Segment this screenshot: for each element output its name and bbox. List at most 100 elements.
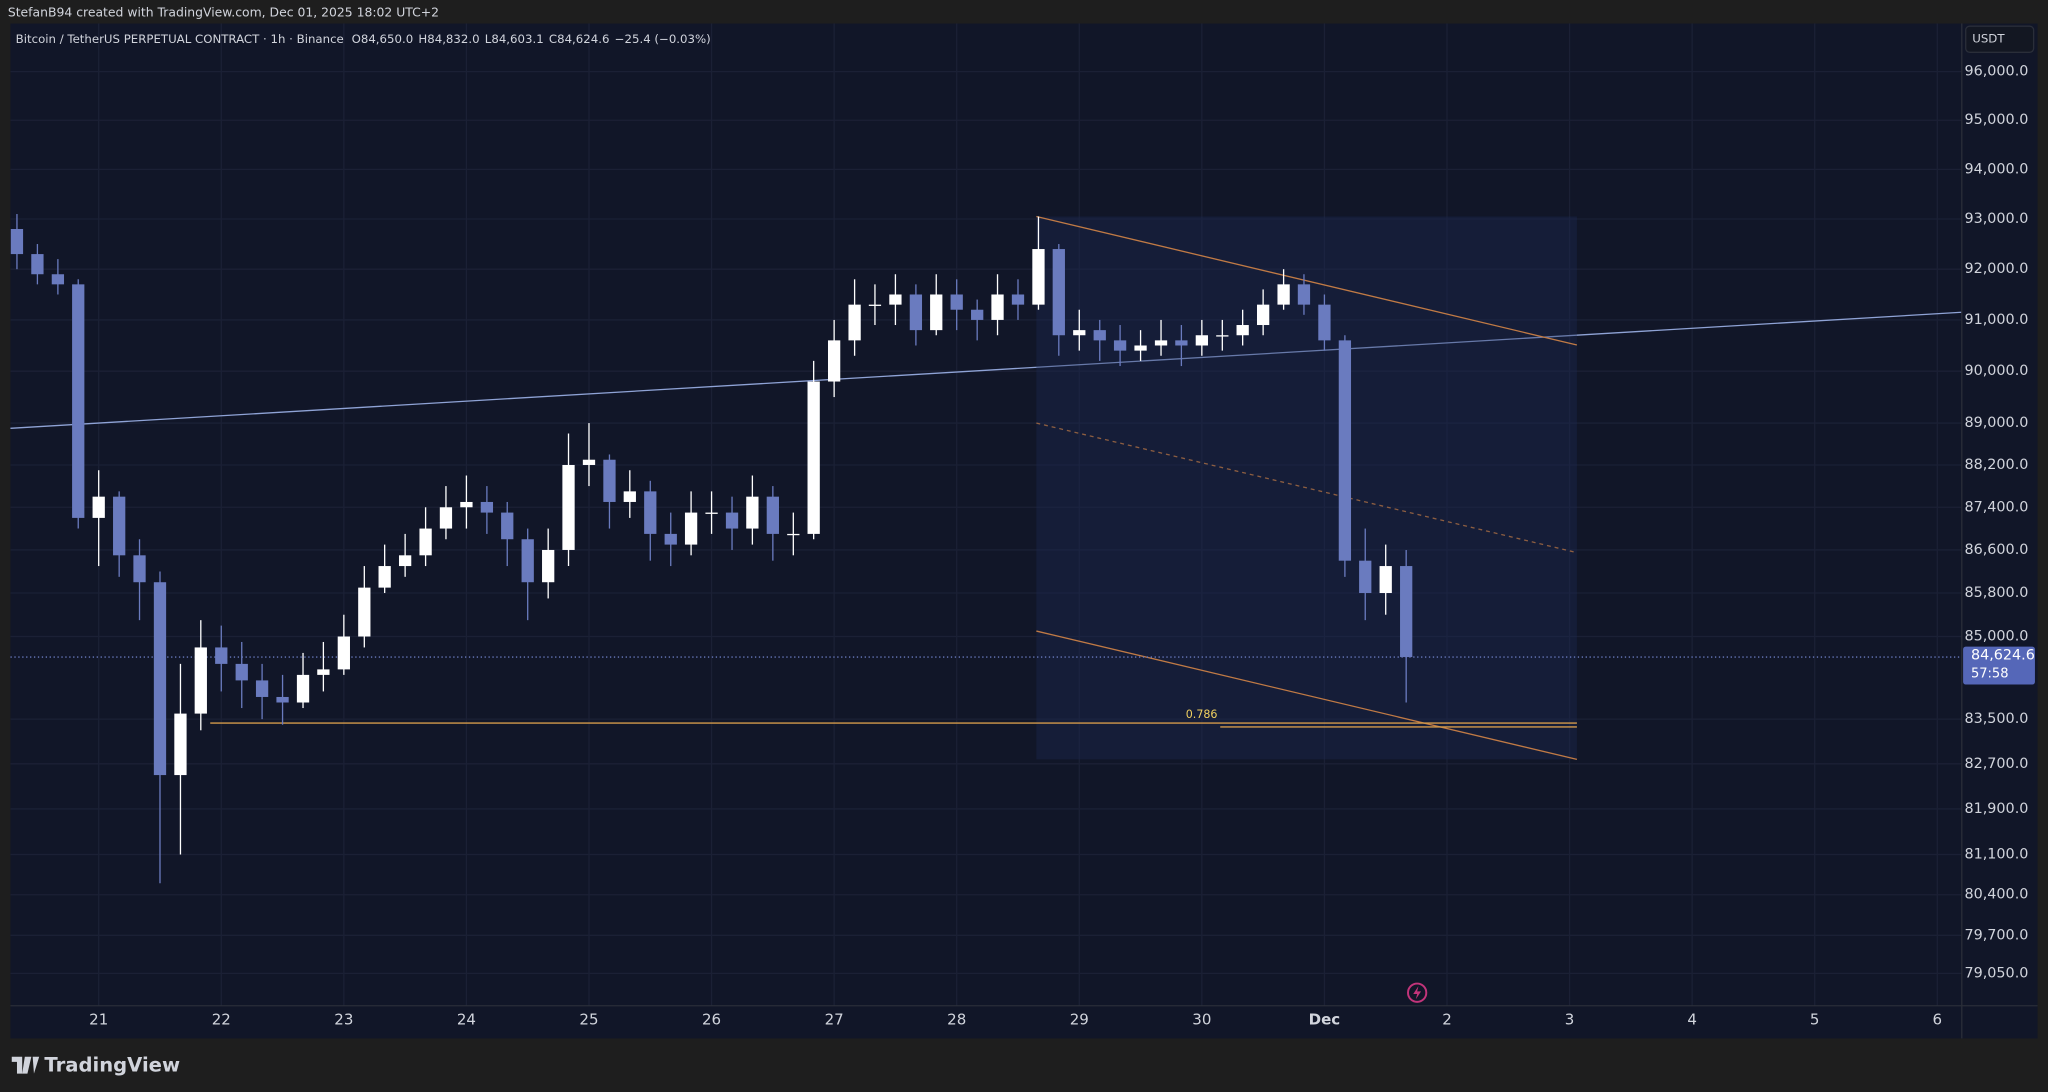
candle-body [1011,294,1025,305]
candle-body [889,294,902,305]
y-tick-label: 88,200.0 [1964,457,2028,473]
candle-body [235,663,248,681]
candle-body [1134,345,1147,351]
candle-body [31,254,44,275]
candle-body [603,459,616,502]
brand-name: TradingView [44,1053,180,1076]
symbol-legend: Bitcoin / TetherUS PERPETUAL CONTRACT · … [16,32,711,46]
candle-body [950,294,963,310]
x-tick-label: 30 [1192,1011,1211,1029]
candle-body [398,555,412,567]
header: StefanB94 created with TradingView.com, … [8,5,439,20]
candle-body [684,512,698,545]
y-tick-label: 96,000.0 [1964,64,2028,80]
y-tick-label: 91,000.0 [1964,312,2028,328]
symbol-title: Bitcoin / TetherUS PERPETUAL CONTRACT · … [16,32,344,46]
plot-area [10,23,2038,1039]
quote-close: C84,624.6 [549,32,610,46]
currency-box[interactable] [1965,25,2035,53]
candle-body [971,309,984,320]
candle-body [337,636,350,670]
x-tick-label: 24 [457,1011,476,1029]
candle-body [1359,560,1372,594]
candle-body [194,647,207,714]
candle-body [174,713,187,776]
y-tick-label: 80,400.0 [1964,887,2028,903]
candle-body [1379,566,1392,594]
candle-body [1236,325,1249,336]
countdown: 57:58 [1971,667,2009,682]
candle-body [358,587,371,637]
candle-body [1216,335,1229,337]
candle-body [807,381,820,534]
candle-body [1093,330,1106,341]
candle-body [542,549,555,583]
candle-body [480,501,494,513]
candle-body [133,555,146,583]
x-tick-label: 26 [702,1011,721,1029]
x-tick-label: 4 [1687,1011,1697,1029]
quote-open: O84,650.0 [352,32,414,46]
candle-body [1073,330,1086,336]
candle-body [766,496,779,534]
channel-lower [1036,630,1578,760]
y-tick-label: 95,000.0 [1964,112,2028,128]
y-tick-label: 94,000.0 [1964,161,2028,177]
y-tick-label: 85,000.0 [1964,629,2028,645]
candle-body [562,464,575,550]
candle-body [644,491,657,534]
quote-high: H84,832.0 [418,32,479,46]
x-tick-label: 27 [825,1011,844,1029]
candle-body [113,496,126,556]
candle-body [419,528,432,556]
fib-label: 0.786 [1186,708,1218,721]
candle-body [215,647,228,664]
candle-body [787,533,800,536]
x-tick-label: 29 [1070,1011,1089,1029]
candle-body [827,340,841,382]
candle-body [848,304,861,341]
candle-body [1113,340,1127,351]
candle-body [746,496,759,529]
y-tick-label: 85,800.0 [1964,585,2028,601]
y-tick-label: 87,400.0 [1964,499,2028,515]
x-tick-label: 6 [1933,1011,1943,1029]
candle-body [1256,304,1270,326]
candle-body [623,491,636,502]
x-tick-label: Dec [1309,1011,1341,1029]
candle-body [930,294,943,331]
alert-bolt [1413,986,1422,1000]
y-tick-label: 89,000.0 [1964,415,2028,431]
candle-body [664,533,677,545]
candle-body [10,229,24,255]
candle-body [72,284,85,518]
candle-body [296,674,310,703]
candle-body [1195,335,1208,346]
candle-body [378,566,391,588]
quote-change: −25.4 (−0.03%) [615,32,711,46]
candle-body [153,582,167,776]
candle-body [317,669,330,675]
alert-icon[interactable] [1407,982,1428,1003]
candle-body [1052,249,1065,336]
candle-body [460,501,473,508]
last-price-badge [1963,646,2035,685]
x-tick-label: 28 [947,1011,966,1029]
x-tick-label: 3 [1565,1011,1575,1029]
candle-body [582,459,596,465]
axes: 96,000.0 95,000.0 94,000.0 93,000.0 92,000.0… [10,23,2038,1039]
x-tick-label: 2 [1442,1011,1452,1029]
y-tick-label: 79,050.0 [1964,965,2028,981]
x-tick-label: 5 [1810,1011,1820,1029]
candle-body [1318,304,1331,341]
drawings: 0.786 [10,215,1962,760]
candle-body [991,294,1004,320]
x-tick-label: 21 [89,1011,108,1029]
y-tick-label: 92,000.0 [1964,261,2028,277]
currency: USDT [1972,32,2005,46]
trendline [10,311,1962,429]
y-tick-label: 81,100.0 [1964,847,2028,863]
candle-body [276,696,289,703]
y-tick-label: 79,700.0 [1964,927,2028,943]
